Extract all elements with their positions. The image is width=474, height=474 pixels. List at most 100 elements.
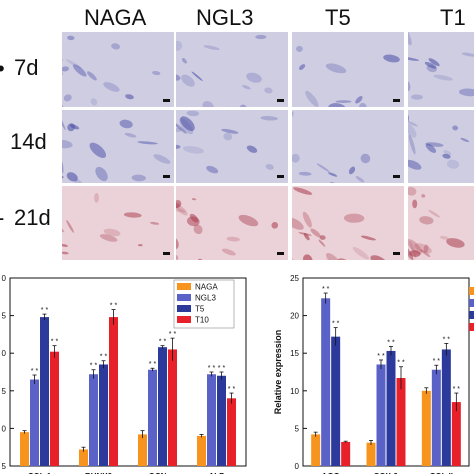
bar-t10-ocn (168, 349, 177, 466)
micrograph-21d-t1 (408, 186, 474, 260)
micrograph-7d-naga (62, 32, 174, 107)
bar-ngl3-alp (207, 374, 216, 466)
scale-bar (393, 99, 400, 102)
legend-swatch-t5 (177, 305, 191, 312)
plot-frame (9, 277, 247, 467)
legend-swatch-naga (469, 287, 474, 295)
significance-mark: * * (149, 361, 157, 368)
y-tick-label: 5 (295, 424, 300, 433)
bar-ngl3-col-1 (30, 379, 39, 466)
bar-t5-col-1 (40, 317, 49, 466)
significance-mark: * * (387, 339, 395, 346)
legend-label-t5: T5 (195, 305, 205, 314)
bar-naga-agg (311, 434, 321, 466)
legend-swatch-ngl3 (469, 299, 474, 307)
y-tick-label: 5 (2, 462, 7, 471)
scale-bar (277, 175, 284, 178)
legend-swatch-t5 (469, 311, 474, 319)
y-tick-label: 0 (2, 424, 7, 433)
bar-ngl3-col-ii (431, 369, 441, 466)
significance-mark: * * (218, 365, 226, 372)
bar-naga-col-ii (421, 390, 431, 466)
bar-t5-alp (217, 375, 226, 466)
row-marker-7d: • (0, 56, 5, 82)
row-header-7d: 7d (14, 55, 39, 80)
micrograph-14d-t5 (292, 110, 404, 183)
bar-t10-sox-9 (396, 378, 406, 466)
significance-mark: * * (443, 336, 451, 343)
scale-bar (163, 99, 170, 102)
bar-naga-sox-9 (366, 442, 376, 466)
x-tick-label: COL II (430, 472, 453, 474)
significance-mark: * * (51, 339, 59, 346)
x-tick-label: ALP (209, 472, 226, 474)
scale-bar (163, 252, 170, 255)
y-tick-label: 25 (290, 274, 299, 283)
significance-mark: * * (41, 307, 49, 314)
bar-t10-runx2 (109, 317, 118, 466)
y-axis-label: Relative expression (273, 330, 283, 415)
row-marker-21d: - (0, 205, 4, 231)
micrograph-7d-t1 (408, 32, 474, 107)
bar-t5-agg (331, 336, 341, 466)
significance-mark: * * (453, 386, 461, 393)
x-tick-label: RUNX2 (85, 472, 113, 474)
micrograph-14d-ngl3 (176, 110, 288, 183)
micrograph-7d-ngl3 (176, 32, 288, 107)
x-tick-label: SOX-9 (374, 472, 399, 474)
bar-ngl3-sox-9 (376, 364, 386, 466)
legend-swatch-naga (177, 283, 191, 290)
y-tick-label: 0 (2, 349, 7, 358)
row-header-14d: 14d (10, 129, 47, 154)
y-tick-label: 0 (295, 462, 300, 471)
significance-mark: * * (332, 321, 340, 328)
significance-mark: * * (159, 339, 167, 346)
legend-label-t10: T10 (195, 316, 209, 325)
bar-t5-ocn (158, 347, 167, 466)
bar-t10-agg (341, 441, 351, 466)
significance-mark: * * (110, 303, 118, 310)
bar-naga-col-1 (20, 432, 29, 466)
plot-frame (302, 277, 470, 467)
bar-t10-alp (227, 398, 236, 466)
micrograph-21d-ngl3 (176, 186, 288, 260)
micrograph-14d-t1 (408, 110, 474, 183)
y-tick-label: 10 (290, 387, 299, 396)
x-tick-label: AGG (322, 472, 340, 474)
significance-mark: * * (100, 354, 108, 361)
legend-swatch-t10 (469, 323, 474, 331)
y-tick-label: 15 (290, 349, 299, 358)
scale-bar (277, 99, 284, 102)
y-tick-label: 0 (2, 274, 7, 283)
micrograph-21d-naga (62, 186, 174, 260)
significance-mark: * * (377, 353, 385, 360)
bar-t10-col-ii (451, 402, 461, 466)
bar-t10-col-1 (50, 351, 59, 466)
micrograph-21d-t5 (292, 186, 404, 260)
micrograph-14d-naga (62, 110, 174, 183)
column-header-ngl3: NGL3 (196, 5, 254, 30)
significance-mark: * * (169, 331, 177, 338)
legend-label-naga: NAGA (195, 283, 218, 292)
scale-bar (277, 252, 284, 255)
x-tick-label: OCN (149, 472, 167, 474)
significance-mark: * * (228, 386, 236, 393)
legend-label-ngl3: NGL3 (195, 294, 216, 303)
y-tick-label: 5 (2, 312, 7, 321)
scale-bar (393, 252, 400, 255)
significance-mark: * * (31, 368, 39, 375)
bar-naga-ocn (138, 434, 147, 466)
y-tick-label: 20 (290, 312, 299, 321)
bar-t5-runx2 (99, 364, 108, 466)
bar-t5-col-ii (441, 349, 451, 466)
legend-swatch-ngl3 (177, 294, 191, 301)
column-header-t1: T1 (440, 5, 466, 30)
bar-ngl3-ocn (148, 369, 157, 466)
bar-ngl3-runx2 (89, 374, 98, 466)
significance-mark: * * (433, 358, 441, 365)
bar-ngl3-agg (321, 298, 331, 466)
significance-mark: * * (208, 365, 216, 372)
